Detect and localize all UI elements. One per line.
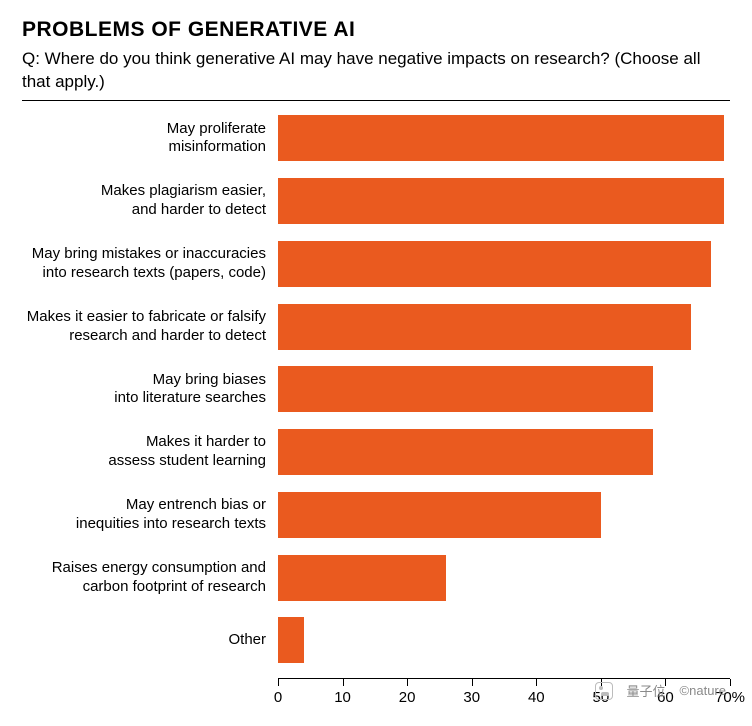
bar-label: May proliferate misinformation [22, 120, 278, 158]
bar-row: May bring biases into literature searche… [22, 361, 730, 417]
chart-title: PROBLEMS OF GENERATIVE AI [22, 18, 730, 42]
bar-track [278, 366, 730, 412]
x-tick [536, 679, 537, 686]
bar-track [278, 492, 730, 538]
bar-track [278, 115, 730, 161]
bar [278, 617, 304, 663]
chart-container: PROBLEMS OF GENERATIVE AI Q: Where do yo… [0, 0, 752, 726]
x-tick-label: 0 [274, 689, 282, 706]
x-tick [343, 679, 344, 686]
bars-area: May proliferate misinformation Makes plag… [22, 101, 730, 678]
bar-label: Makes it easier to fabricate or falsify … [22, 308, 278, 346]
bar-label: May bring biases into literature searche… [22, 371, 278, 409]
x-tick-label: 40 [528, 689, 545, 706]
bar [278, 115, 724, 161]
bar-label: Raises energy consumption and carbon foo… [22, 559, 278, 597]
bar-row: May entrench bias or inequities into res… [22, 487, 730, 543]
x-tick [472, 679, 473, 686]
watermark-icon [595, 682, 613, 700]
bar-row: Makes plagiarism easier, and harder to d… [22, 173, 730, 229]
credit-line: 量子位 ©nature [595, 681, 726, 700]
bar-label: May entrench bias or inequities into res… [22, 496, 278, 534]
credit-left: 量子位 [627, 681, 666, 700]
bar [278, 241, 711, 287]
x-tick [278, 679, 279, 686]
x-tick-label: 30 [463, 689, 480, 706]
bar-track [278, 617, 730, 663]
bar-row: Makes it easier to fabricate or falsify … [22, 299, 730, 355]
bar-label: Makes plagiarism easier, and harder to d… [22, 182, 278, 220]
bar-track [278, 555, 730, 601]
bar-label: Other [22, 631, 278, 650]
bar-track [278, 241, 730, 287]
bar-row: Makes it harder to assess student learni… [22, 424, 730, 480]
bar [278, 492, 601, 538]
bar [278, 429, 653, 475]
credit-right: ©nature [680, 683, 726, 698]
bar-track [278, 429, 730, 475]
x-tick [730, 679, 731, 686]
bar [278, 366, 653, 412]
x-tick [407, 679, 408, 686]
bar [278, 304, 691, 350]
bar-row: Raises energy consumption and carbon foo… [22, 550, 730, 606]
x-tick-label: 20 [399, 689, 416, 706]
chart-area: May proliferate misinformation Makes plag… [22, 100, 730, 716]
plot-area: May proliferate misinformation Makes plag… [22, 100, 730, 678]
bar-label: Makes it harder to assess student learni… [22, 433, 278, 471]
chart-subtitle: Q: Where do you think generative AI may … [22, 48, 730, 94]
bar [278, 555, 446, 601]
bar-track [278, 304, 730, 350]
bar-row: May proliferate misinformation [22, 110, 730, 166]
bar-row: May bring mistakes or inaccuracies into … [22, 236, 730, 292]
bar [278, 178, 724, 224]
bar-row: Other [22, 612, 730, 668]
x-tick-label: 10 [334, 689, 351, 706]
bar-track [278, 178, 730, 224]
bar-label: May bring mistakes or inaccuracies into … [22, 245, 278, 283]
